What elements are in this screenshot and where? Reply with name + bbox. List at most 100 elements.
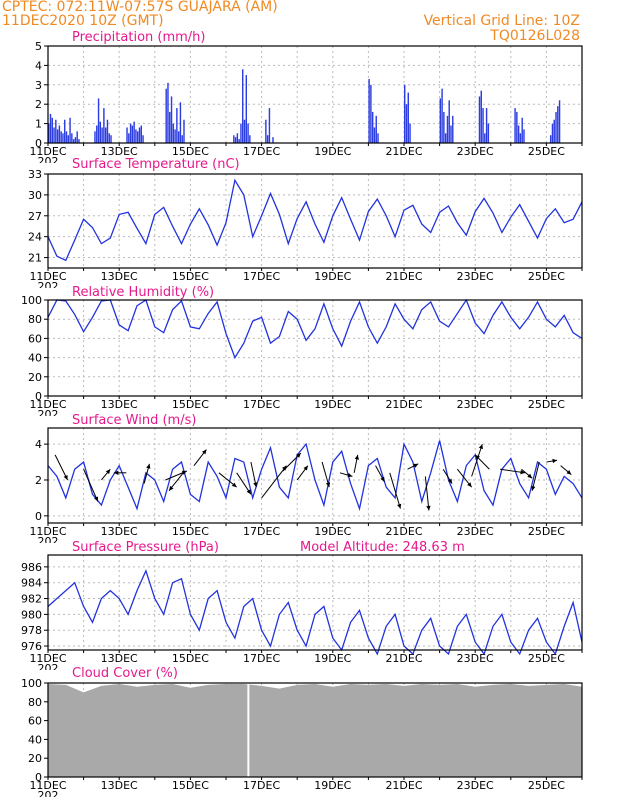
wind-arrowhead: [527, 473, 533, 479]
precip-bar: [110, 135, 112, 143]
precip-bar: [55, 119, 57, 143]
pressure-date-label: 13DEC: [101, 652, 138, 665]
precip-bar: [78, 139, 80, 143]
precip-bar: [96, 125, 98, 143]
humidity-ytick-label: 40: [28, 352, 42, 365]
wind-arrowhead: [303, 465, 308, 471]
precip-bar: [74, 137, 77, 143]
temp-year-label: 202: [38, 280, 59, 293]
precip-bar: [405, 104, 408, 143]
precip-bar: [51, 117, 53, 143]
temp-ytick-label: 33: [28, 168, 42, 181]
precip-bar: [128, 133, 130, 143]
wind-vector: [389, 472, 401, 509]
precip-bar: [103, 108, 105, 143]
precip-bar: [485, 108, 488, 143]
wind-arrowhead: [181, 470, 187, 475]
precip-bar: [557, 106, 559, 143]
precip-bar: [272, 137, 274, 143]
humidity-date-label: 21DEC: [385, 398, 422, 411]
pressure-date-label: 17DEC: [243, 652, 280, 665]
precip-bar: [60, 131, 62, 143]
pressure-year-label: 202: [38, 662, 59, 675]
humidity-date-label: 25DEC: [528, 398, 565, 411]
wind-arrowhead: [413, 463, 419, 468]
temp-date-label: 25DEC: [528, 270, 565, 283]
wind-date-label: 23DEC: [457, 525, 494, 538]
precip-bar: [444, 133, 447, 143]
precip-panel: 0 1 2 3 4 5 11DEC 13DEC 15DEC 17DEC 19DEC 21DEC 23DE…: [29, 40, 583, 168]
precip-bar: [377, 133, 379, 143]
wind-date-label: 21DEC: [385, 525, 422, 538]
precip-bar: [487, 123, 490, 143]
model-code: TQ0126L028: [489, 28, 580, 44]
pressure-ytick-label: 982: [21, 593, 42, 606]
temp-title: Surface Temperature (nC): [72, 157, 240, 172]
wind-ytick-label: 4: [35, 438, 42, 451]
pressure-title: Surface Pressure (hPa): [72, 540, 219, 555]
precip-bar: [450, 125, 452, 143]
cloud-ytick-label: 80: [28, 696, 42, 709]
cloud-ytick-label: 40: [28, 733, 42, 746]
precip-bar: [183, 119, 185, 143]
precip-bar: [549, 135, 552, 143]
wind-arrowhead: [478, 444, 483, 450]
model-altitude: Model Altitude: 248.63 m: [300, 540, 465, 555]
wind-series: [47, 440, 583, 512]
wind-arrowhead: [325, 482, 331, 488]
wind-panel: 0 2 4 11DEC 13DEC 15DEC 17DEC 19DEC 21DEC 23DEC 25…: [29, 427, 583, 548]
precip-bar: [181, 135, 183, 143]
precip-bar: [514, 108, 516, 143]
wind-vector: [83, 469, 99, 502]
precip-bar: [176, 108, 178, 143]
precip-bar: [179, 102, 182, 143]
precip-bar: [265, 119, 267, 143]
wind-arrowhead: [552, 458, 558, 464]
wind-arrowhead: [380, 476, 385, 482]
temp-date-label: 15DEC: [172, 270, 209, 283]
precip-bar: [48, 123, 50, 143]
cloud-frame: [47, 682, 583, 778]
precip-bar: [448, 100, 450, 143]
cloud-date-label: 21DEC: [385, 779, 422, 792]
humidity-year-label: 202: [38, 408, 59, 421]
wind-arrowhead: [397, 503, 402, 509]
precip-bar: [170, 96, 173, 143]
precip-bar: [58, 125, 61, 143]
pressure-ytick-label: 984: [21, 577, 42, 590]
wind-date-label: 19DEC: [314, 525, 351, 538]
precip-bar: [65, 131, 68, 143]
cloud-ytick-label: 100: [21, 677, 42, 690]
precip-bar: [441, 88, 443, 143]
wind-date-label: 17DEC: [243, 525, 280, 538]
precip-bar: [133, 121, 135, 143]
precip-bar: [373, 127, 376, 143]
wind-vector: [54, 454, 69, 481]
pressure-ytick-label: 986: [21, 561, 42, 574]
precip-bar: [131, 125, 134, 143]
precip-bar: [169, 111, 171, 143]
humidity-ytick-label: 20: [28, 371, 42, 384]
precip-bar: [247, 123, 249, 143]
temp-ytick-label: 24: [28, 231, 42, 244]
precip-bar: [443, 111, 445, 143]
precip-bar: [106, 119, 109, 143]
precip-bar: [409, 123, 411, 143]
precip-bar: [268, 108, 271, 143]
wind-ytick-label: 0: [35, 510, 42, 523]
wind-date-label: 11DEC: [29, 525, 66, 538]
precip-bar: [482, 108, 484, 143]
precip-bar: [137, 131, 139, 143]
precip-bar: [140, 125, 142, 143]
precip-ytick-label: 4: [35, 59, 42, 72]
precip-bar: [516, 111, 518, 143]
wind-arrowhead: [347, 473, 353, 478]
grid-note: Vertical Grid Line: 10Z: [424, 13, 580, 29]
cloud-panel: 0 20 40 60 80 100 11DEC 13DEC 15DEC 17DEC 19DEC 21D…: [21, 677, 583, 800]
humidity-date-label: 11DEC: [29, 398, 66, 411]
pressure-ytick-label: 976: [21, 640, 42, 653]
precip-bar: [108, 133, 110, 143]
precip-bar: [371, 111, 374, 143]
cloud-ytick-label: 0: [35, 771, 42, 784]
